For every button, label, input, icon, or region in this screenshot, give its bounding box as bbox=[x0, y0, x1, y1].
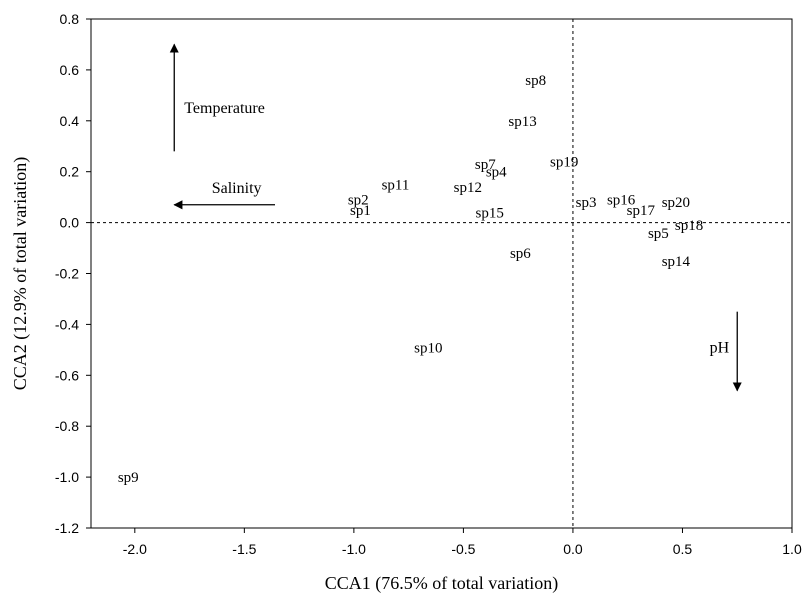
y-tick-label: -0.6 bbox=[55, 367, 79, 383]
y-axis-title: CCA2 (12.9% of total variation) bbox=[10, 157, 31, 390]
species-point-label: sp5 bbox=[648, 226, 669, 242]
species-point-label: sp2 bbox=[348, 193, 369, 209]
x-tick-label: -1.0 bbox=[342, 541, 366, 557]
species-point-label: sp12 bbox=[454, 180, 482, 196]
species-point-label: sp15 bbox=[476, 205, 504, 221]
species-point-label: sp3 bbox=[576, 195, 597, 211]
species-point-label: sp16 bbox=[607, 193, 636, 209]
env-vector-label: Salinity bbox=[212, 180, 262, 197]
species-point-label: sp1 bbox=[350, 203, 371, 219]
y-tick-label: 0.0 bbox=[60, 215, 80, 231]
x-tick-label: -0.5 bbox=[451, 541, 475, 557]
env-vector-label: pH bbox=[710, 339, 730, 356]
x-tick-label: 0.0 bbox=[563, 541, 583, 557]
y-tick-label: 0.2 bbox=[60, 164, 80, 180]
species-point-label: sp17 bbox=[627, 203, 656, 219]
species-point-label: sp4 bbox=[486, 165, 507, 181]
y-tick-label: 0.4 bbox=[60, 113, 80, 129]
species-point-label: sp10 bbox=[414, 340, 442, 356]
y-tick-label: -0.8 bbox=[55, 418, 79, 434]
species-point-label: sp6 bbox=[510, 246, 531, 262]
y-tick-label: -0.4 bbox=[55, 316, 79, 332]
y-tick-label: -0.2 bbox=[55, 266, 79, 282]
species-point-label: sp13 bbox=[508, 114, 536, 130]
species-point-label: sp18 bbox=[675, 218, 703, 234]
species-point-label: sp14 bbox=[662, 254, 691, 270]
env-vector-label: Temperature bbox=[184, 100, 265, 117]
species-point-label: sp20 bbox=[662, 195, 690, 211]
y-tick-label: 0.6 bbox=[60, 62, 80, 78]
plot-area: -2.0 -1.5 -1.0 -0.5 0.0 0.5 1.0 0.8 0.6 0.4 0.2 0.0… bbox=[55, 11, 802, 557]
x-tick-label: -2.0 bbox=[123, 541, 147, 557]
species-point-label: sp11 bbox=[382, 177, 410, 193]
species-point-label: sp9 bbox=[118, 470, 139, 486]
x-tick-label: 0.5 bbox=[673, 541, 693, 557]
species-point-label: sp19 bbox=[550, 155, 578, 171]
species-point-label: sp8 bbox=[525, 73, 546, 89]
x-tick-label: 1.0 bbox=[782, 541, 802, 557]
plot-frame bbox=[90, 18, 793, 529]
x-tick-label: -1.5 bbox=[232, 541, 256, 557]
y-tick-label: -1.2 bbox=[55, 520, 79, 536]
species-point-label: sp7 bbox=[475, 157, 496, 173]
y-tick-label: -1.0 bbox=[55, 469, 79, 485]
y-tick-label: 0.8 bbox=[60, 11, 80, 27]
x-axis-title: CCA1 (76.5% of total variation) bbox=[325, 573, 558, 594]
